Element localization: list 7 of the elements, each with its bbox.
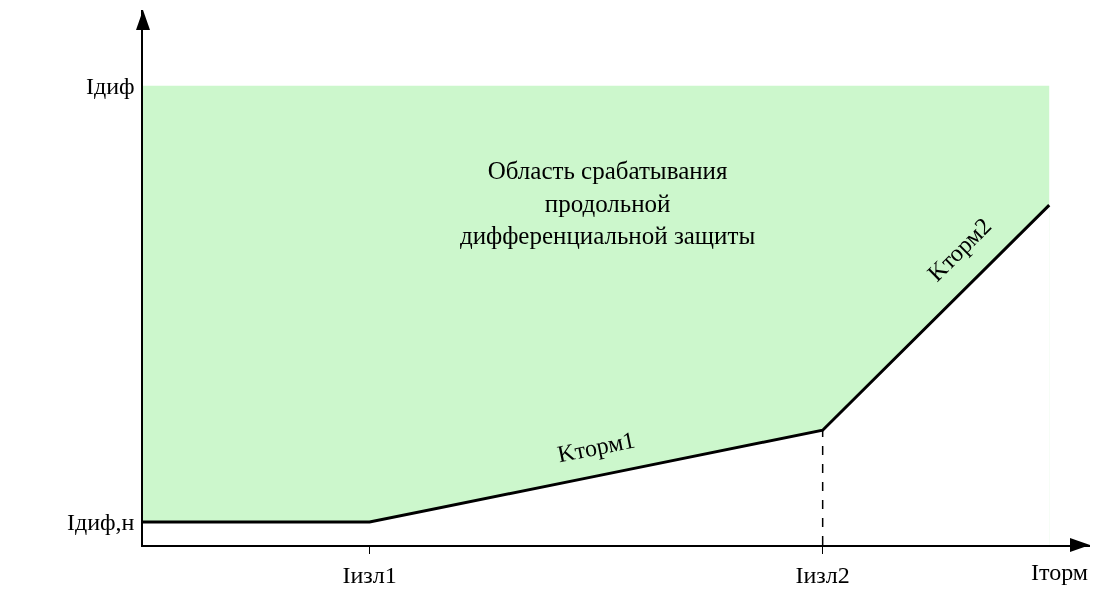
annotation: Область срабатывания продольной дифференциальной защиты bbox=[460, 157, 756, 249]
x-tick-label: Iизл2 bbox=[795, 561, 850, 588]
text: Iдиф,н bbox=[67, 509, 135, 535]
x-axis-title: Iторм bbox=[1031, 559, 1088, 585]
x-tick-label: Iизл1 bbox=[342, 561, 397, 588]
annotation: Kторм1 bbox=[555, 426, 638, 468]
text: Iдиф bbox=[86, 73, 135, 99]
